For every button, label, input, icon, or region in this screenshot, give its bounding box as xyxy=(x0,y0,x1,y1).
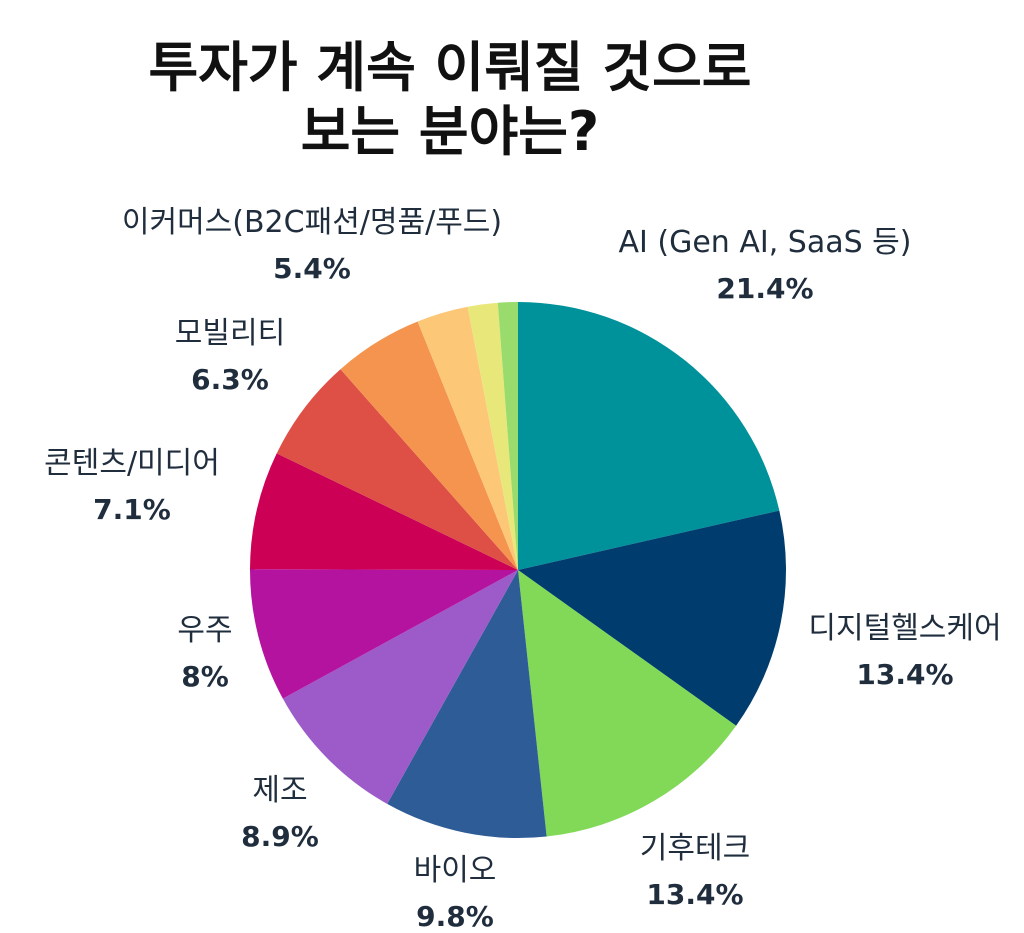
pie-slice xyxy=(276,369,518,570)
pie-slice xyxy=(518,570,737,837)
slice-percent-label: 7.1% xyxy=(93,493,171,526)
pie-slices xyxy=(249,301,786,839)
slice-label: 우주 xyxy=(177,613,232,648)
slice-label: 모빌리티 xyxy=(175,316,285,351)
slice-label: AI (Gen AI, SaaS 등) xyxy=(618,225,911,260)
pie-slice xyxy=(518,302,780,570)
slice-percent-label: 6.3% xyxy=(191,363,269,396)
slice-label: 기후테크 xyxy=(640,831,750,866)
slice-percent-label: 8.9% xyxy=(241,820,319,853)
slice-percent-label: 8% xyxy=(181,660,229,693)
pie-slice xyxy=(249,569,518,699)
pie-slice xyxy=(417,306,518,570)
slice-percent-label: 13.4% xyxy=(856,658,953,691)
slice-label: 디지털헬스케어 xyxy=(808,611,1001,646)
slice-percent-label: 9.8% xyxy=(416,900,494,933)
pie-slice xyxy=(250,453,518,570)
slice-percent-label: 13.4% xyxy=(646,878,743,911)
slice-percent-label: 5.4% xyxy=(273,252,351,285)
slice-label: 콘텐츠/미디어 xyxy=(44,446,220,481)
slice-label: 제조 xyxy=(252,773,307,808)
chart-title-line-1: 투자가 계속 이뤄질 것으로 xyxy=(148,36,752,99)
pie-labels: AI (Gen AI, SaaS 등) 21.4% 디지털헬스케어 13.4% 기후테크… xyxy=(44,205,1001,933)
pie-slice xyxy=(282,570,518,804)
pie-slice xyxy=(387,570,547,839)
pie-slice xyxy=(467,302,518,570)
chart-title-line-2: 보는 분야는? xyxy=(300,100,600,163)
slice-label: 이커머스(B2C패션/명품/푸드) xyxy=(122,205,502,240)
slice-label: 바이오 xyxy=(414,853,497,888)
pie-slice xyxy=(340,321,518,570)
pie-slice xyxy=(518,510,786,726)
slice-percent-label: 21.4% xyxy=(716,272,813,305)
pie-slice xyxy=(497,301,518,570)
